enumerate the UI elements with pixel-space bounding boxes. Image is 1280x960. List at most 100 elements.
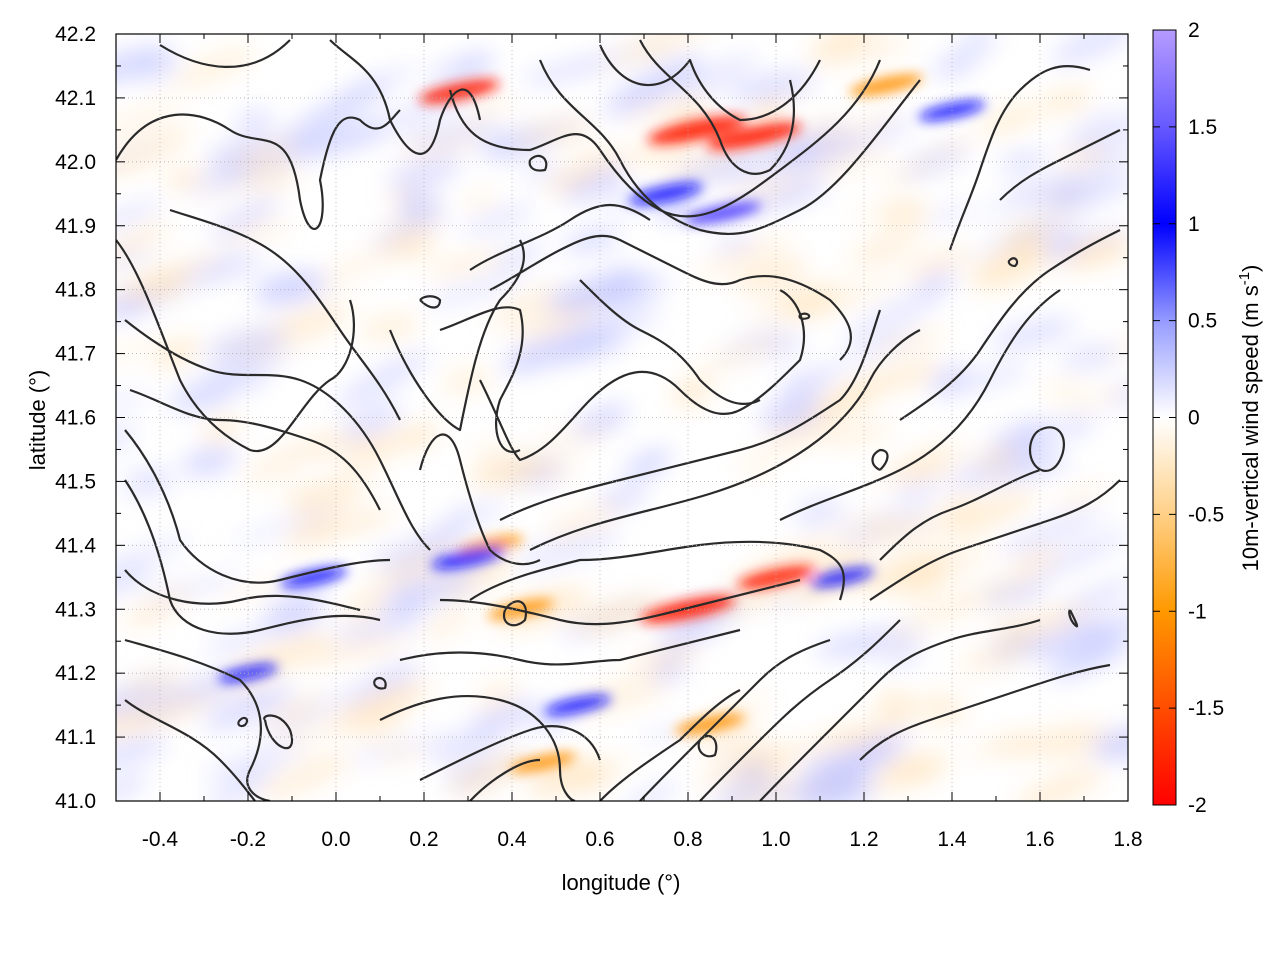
x-tick-label: 0.6 (585, 828, 614, 851)
heatmap-cell (1058, 578, 1128, 616)
y-tick-label: 41.7 (55, 343, 96, 366)
heatmap-feature (431, 547, 505, 569)
heatmap-cell (560, 165, 626, 201)
heatmap-cell (671, 376, 713, 408)
heatmap-cell (926, 203, 972, 226)
heatmap-cell (972, 247, 1052, 290)
heatmap-cell (728, 71, 816, 102)
heatmap-cell (116, 199, 164, 235)
heatmap-cell (719, 160, 823, 184)
heatmap-cell (119, 693, 215, 732)
heatmap-cell (736, 457, 777, 474)
heatmap-cell (1041, 87, 1093, 114)
heatmap-cell (808, 34, 877, 60)
heatmap-cell (622, 94, 713, 122)
colorbar-title-end: ) (1238, 265, 1263, 272)
heatmap-cell (204, 627, 276, 654)
heatmap-cell (999, 508, 1103, 556)
heatmap-cell (854, 559, 959, 588)
y-tick-label: 41.5 (55, 470, 96, 493)
heatmap-cell (548, 332, 629, 362)
heatmap-cell (860, 520, 908, 536)
heatmap-cell (116, 389, 151, 414)
heatmap-cell (694, 234, 794, 278)
heatmap-cell (123, 467, 174, 497)
heatmap-cell (469, 454, 549, 487)
heatmap-cell (204, 326, 288, 360)
heatmap-cell (421, 606, 474, 641)
heatmap-cell (976, 444, 1018, 476)
heatmap-cell (958, 639, 1036, 673)
heatmap-cell (780, 123, 849, 157)
heatmap-cell (206, 770, 272, 801)
heatmap-feature (706, 122, 802, 150)
y-tick-label: 41.2 (55, 662, 96, 685)
heatmap-cell (1062, 384, 1128, 413)
heatmap-cell (760, 421, 837, 450)
heatmap-cell (483, 751, 525, 780)
heatmap-cell (814, 333, 918, 378)
heatmap-cell (116, 124, 192, 178)
heatmap-cell (241, 433, 339, 484)
heatmap-cell (170, 254, 222, 275)
heatmap-cell (263, 695, 327, 728)
heatmap-cell (712, 236, 756, 252)
heatmap-cell (873, 37, 913, 55)
x-axis-title: longitude (°) (562, 870, 681, 895)
heatmap-cell (265, 303, 353, 336)
heatmap-cell (255, 754, 354, 799)
heatmap-cell (513, 116, 589, 147)
y-axis: 41.0 41.1 41.2 41.3 41.4 41.5 41.6 41.7 41.8 41.9… (55, 23, 1128, 813)
heatmap-cell (423, 271, 529, 308)
heatmap-cell (116, 567, 155, 596)
y-tick-label: 41.0 (55, 790, 96, 813)
heatmap-cell (240, 135, 298, 168)
heatmap-cell (345, 662, 420, 707)
heatmap-cell (1014, 769, 1105, 801)
heatmap-feature (810, 567, 874, 587)
x-tick-label: 0.8 (673, 828, 702, 851)
heatmap-cell (534, 427, 612, 448)
x-tick-label: 1.0 (761, 828, 790, 851)
heatmap-cell (1069, 109, 1119, 137)
heatmap-cell (462, 191, 499, 210)
heatmap-cell (896, 461, 951, 483)
x-tick-label: 0.0 (321, 828, 350, 851)
heatmap-cell (1060, 346, 1120, 369)
heatmap-cell (1053, 484, 1108, 508)
heatmap-cell (961, 364, 1027, 389)
heatmap-cell (563, 229, 621, 251)
heatmap-cell (329, 616, 426, 641)
heatmap-cell (116, 737, 169, 764)
heatmap-feature (849, 74, 923, 96)
heatmap-cell (502, 348, 546, 371)
heatmap-cell (1028, 530, 1128, 581)
heatmap-cell (441, 367, 495, 394)
heatmap-cell (403, 122, 501, 147)
heatmap-cell (1025, 623, 1111, 657)
heatmap-feature (647, 115, 746, 145)
heatmap-cell (901, 145, 970, 178)
colorbar-tick-label: 1.5 (1188, 116, 1217, 139)
y-tick-label: 42.1 (55, 87, 96, 110)
y-tick-label: 42.0 (55, 151, 96, 174)
heatmap-cell (1008, 183, 1052, 202)
heatmap-cell (358, 313, 421, 342)
y-tick-label: 41.4 (55, 534, 96, 557)
heatmap-cell (172, 47, 256, 88)
colorbar-tick-label: 2 (1188, 19, 1200, 42)
x-tick-label: 0.2 (409, 828, 438, 851)
heatmap-cell (544, 502, 625, 540)
heatmap-cell (469, 441, 514, 455)
colorbar-tick-label: 0 (1188, 407, 1200, 430)
heatmap-cell (1058, 235, 1128, 271)
heatmap-cell (1054, 415, 1097, 437)
heatmap-cell (426, 57, 493, 85)
heatmap-cell (793, 496, 845, 529)
heatmap-cell (695, 332, 790, 374)
heatmap-cell (244, 161, 300, 195)
heatmap-cell (214, 576, 303, 604)
colorbar-tick-label: -1.5 (1188, 697, 1224, 720)
heatmap-cell (885, 597, 968, 644)
